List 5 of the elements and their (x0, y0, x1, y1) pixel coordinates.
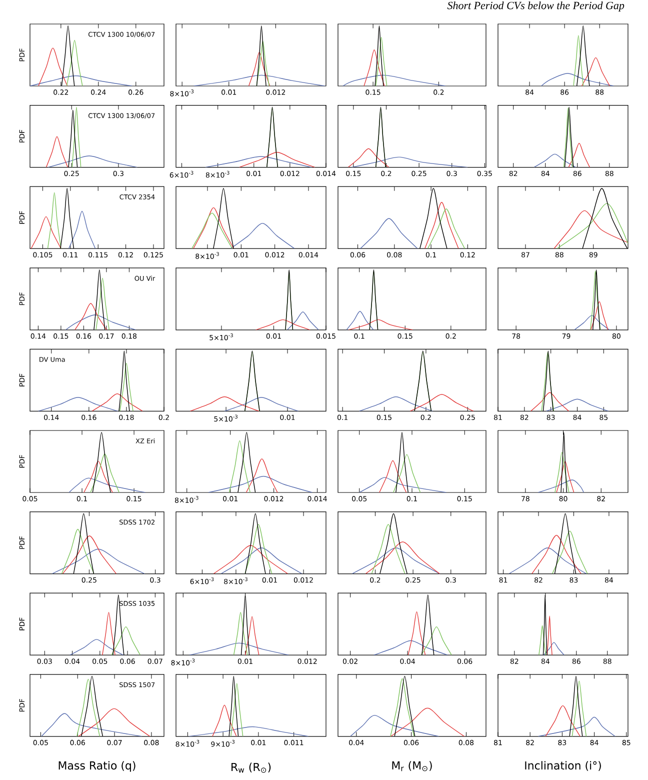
x-axis-title: M$_{r}$ (M$_{⊙}$) (392, 761, 432, 772)
x-axis-title: Mass Ratio (q) (58, 761, 136, 772)
x-axis-title: R$_{w}$ (R$_{⊙}$) (232, 762, 271, 773)
chart-title: Short Period CVs below the Period Gap (447, 2, 624, 12)
x-axis-title: Inclination (i°) (525, 761, 601, 771)
